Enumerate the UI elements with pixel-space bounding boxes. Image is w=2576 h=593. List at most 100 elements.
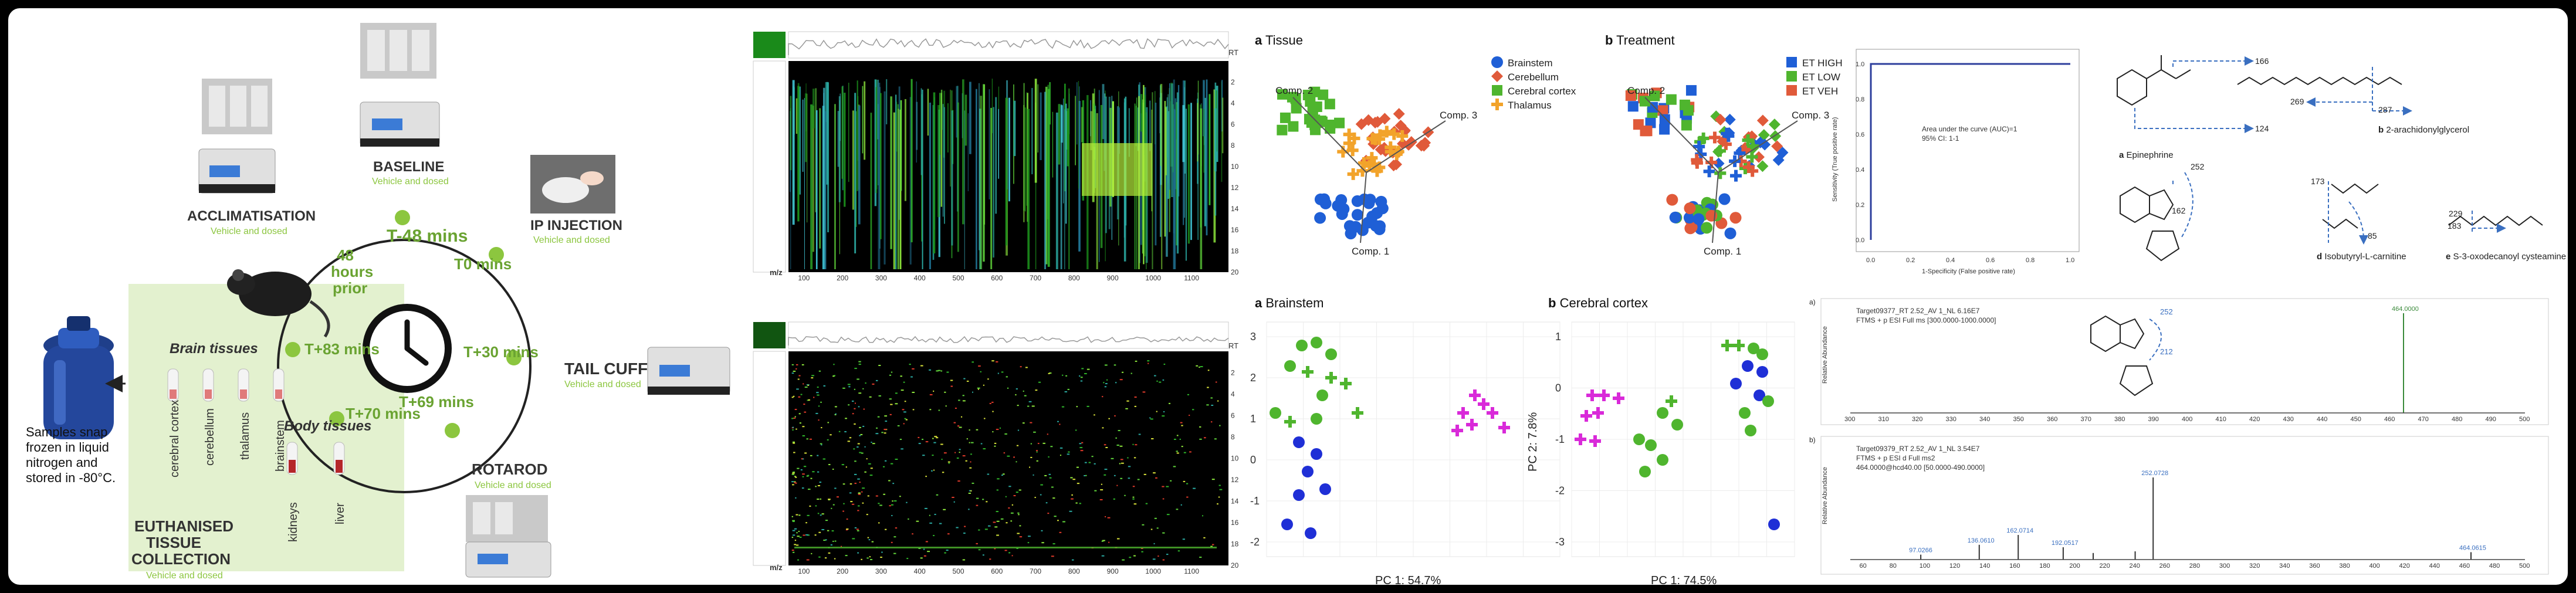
heatmap-bottom-feature [1017, 512, 1020, 514]
pca-point [1360, 165, 1365, 177]
spectrum-xtick: 440 [2317, 416, 2327, 423]
heatmap-bottom-feature [968, 509, 970, 510]
heatmap-bottom-feature [1135, 360, 1138, 362]
pca-point [1633, 119, 1644, 130]
heatmap-bottom-feature [810, 455, 813, 456]
heatmap-bottom-feature [798, 514, 801, 516]
heatmap-top-streak [812, 89, 815, 128]
pca-point [1375, 165, 1379, 177]
epinephrine-letter: a [2119, 150, 2124, 160]
spectrum-xtick: 180 [2039, 562, 2050, 570]
heatmap-bottom-feature [885, 528, 887, 530]
heatmap-bottom-feature [1176, 452, 1179, 454]
heatmap-bottom-feature [868, 539, 871, 541]
heatmap-bottom-feature [819, 482, 822, 483]
heatmap-bottom-feature [862, 502, 864, 504]
heatmap-bottom-feature [884, 432, 886, 434]
pca-point [1370, 152, 1374, 164]
heatmap-bottom-feature [1034, 497, 1036, 499]
heatmap-bottom-feature [854, 460, 857, 462]
heatmap-bottom-feature [932, 438, 934, 439]
heatmap-bottom-feature [793, 417, 796, 419]
heatmap-top-streak [1061, 105, 1063, 143]
heatmap-bottom-feature [918, 443, 921, 445]
heatmap-bottom-feature [1104, 386, 1107, 388]
pca-point [1756, 114, 1769, 127]
scatter-brainstem-letter: a [1255, 296, 1262, 310]
heatmap-bottom-feature [969, 467, 972, 469]
pca-point [1347, 128, 1351, 141]
heatmap-bottom-feature [1001, 371, 1004, 373]
heatmap-bottom-feature [1045, 502, 1048, 504]
pca-point [1701, 132, 1705, 144]
heatmap-top-streak [969, 82, 971, 154]
heatmap-bottom-feature [1015, 492, 1018, 493]
heatmap-mz-tick: 700 [1030, 567, 1041, 575]
heatmap-bottom-feature [815, 486, 817, 487]
heatmap-bottom-feature [983, 448, 986, 450]
heatmap-bottom-feature [1071, 559, 1074, 561]
heatmap-bottom-feature [996, 361, 998, 362]
heatmap-bottom-feature [861, 452, 864, 454]
scatter-point [1579, 433, 1582, 445]
heatmap-bottom-feature [858, 361, 861, 362]
pca-axis-comp3 [1366, 120, 1446, 173]
heatmap-rt-tick: 10 [1231, 162, 1239, 171]
heatmap-bottom-feature [925, 476, 927, 477]
heatmap-bottom-feature [1041, 530, 1043, 531]
heatmap-rt-tick: 20 [1231, 268, 1239, 276]
heatmap-bottom-feature [1079, 447, 1083, 449]
heatmap-bottom-feature [1115, 382, 1117, 384]
heatmap-bottom-feature [1163, 363, 1166, 365]
heatmap-top-streak [1118, 107, 1120, 154]
heatmap-bottom-feature [1001, 475, 1003, 476]
heatmap-bottom-feature [1156, 411, 1157, 412]
heatmap-bottom-feature [821, 528, 825, 530]
heatmap-bottom-feature [1028, 401, 1032, 402]
heatmap-top-streak [1176, 104, 1177, 140]
scatter-point [1602, 389, 1606, 401]
heatmap-bottom-feature [976, 497, 979, 499]
heatmap-bottom-feature [844, 431, 847, 433]
heatmap-bottom-feature [1152, 558, 1156, 560]
heatmap-bottom-feature [1132, 486, 1135, 487]
heatmap-bottom-feature [1105, 383, 1108, 385]
heatmap-top-streak [1047, 84, 1049, 219]
heatmap-bottom-feature [1143, 473, 1146, 475]
heatmap-bottom-feature [822, 458, 825, 460]
heatmap-bottom-feature [1137, 479, 1140, 480]
heatmap-bottom-feature [1004, 433, 1007, 435]
heatmap-rt-tick: 20 [1231, 561, 1239, 570]
heatmap-top-streak [1197, 103, 1199, 162]
scatter-point [1455, 425, 1459, 436]
pca-point [1325, 123, 1336, 134]
heatmap-top-streak [837, 111, 840, 167]
heatmap-bottom-feature [791, 537, 794, 538]
heatmap-bottom-feature [895, 403, 898, 405]
heatmap-bottom-feature [799, 422, 801, 424]
heatmap-bottom-feature [884, 429, 887, 431]
scatter-point [1670, 395, 1673, 407]
pca-point [1277, 89, 1288, 100]
heatmap-bottom-feature [1067, 453, 1070, 455]
heatmap-bottom-feature [1013, 495, 1016, 497]
heatmap-mz-tick: 800 [1068, 567, 1080, 575]
heatmap-bottom-feature [1035, 389, 1038, 391]
heatmap-bottom-feature [1085, 475, 1087, 476]
heatmap-top-streak [1052, 111, 1054, 178]
heatmap-bottom-feature [899, 496, 901, 497]
heatmap-bottom-feature [1187, 394, 1190, 395]
heatmap-bottom-feature [1059, 423, 1061, 425]
heatmap-bottom-feature [1061, 374, 1064, 376]
heatmap-bottom-feature [1113, 475, 1116, 476]
spectrum-xtick: 160 [2009, 562, 2020, 570]
roc-xtick: 0.6 [1986, 257, 1995, 264]
arachidonoylglycerol-chain [2237, 76, 2402, 86]
heatmap-bottom-feature [1147, 360, 1150, 362]
node-t69 [445, 423, 460, 438]
heatmap-bottom-feature [1057, 520, 1059, 521]
heatmap-top-streak [862, 86, 864, 154]
heatmap-bottom-feature [925, 441, 929, 443]
heatmap-bottom-feature [1189, 415, 1190, 416]
heatmap-bottom-feature [879, 504, 882, 506]
